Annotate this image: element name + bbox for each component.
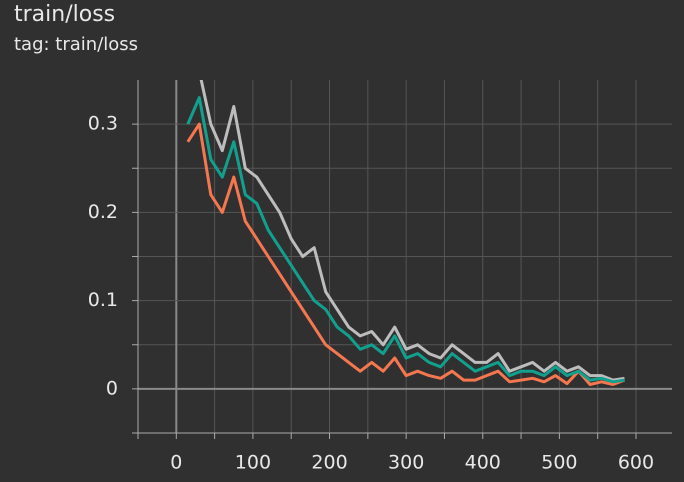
chart-title: train/loss — [14, 2, 115, 27]
chart-subtitle: tag: train/loss — [14, 34, 138, 55]
y-tick-label: 0.1 — [88, 289, 118, 311]
plot-area — [186, 80, 626, 386]
x-tick-label: 0 — [170, 452, 182, 474]
y-tick-label: 0.2 — [88, 201, 118, 223]
series-line — [186, 96, 625, 384]
x-tick-label: 600 — [618, 452, 654, 474]
y-tick-label: 0.3 — [88, 113, 118, 135]
x-tick-label: 400 — [465, 452, 501, 474]
x-tick-label: 500 — [541, 452, 577, 474]
x-tick-label: 300 — [388, 452, 424, 474]
series-line — [186, 122, 626, 386]
series-line — [199, 80, 625, 382]
x-tick-label: 200 — [311, 452, 347, 474]
y-tick-label: 0 — [106, 377, 118, 399]
x-tick-label: 100 — [235, 452, 271, 474]
